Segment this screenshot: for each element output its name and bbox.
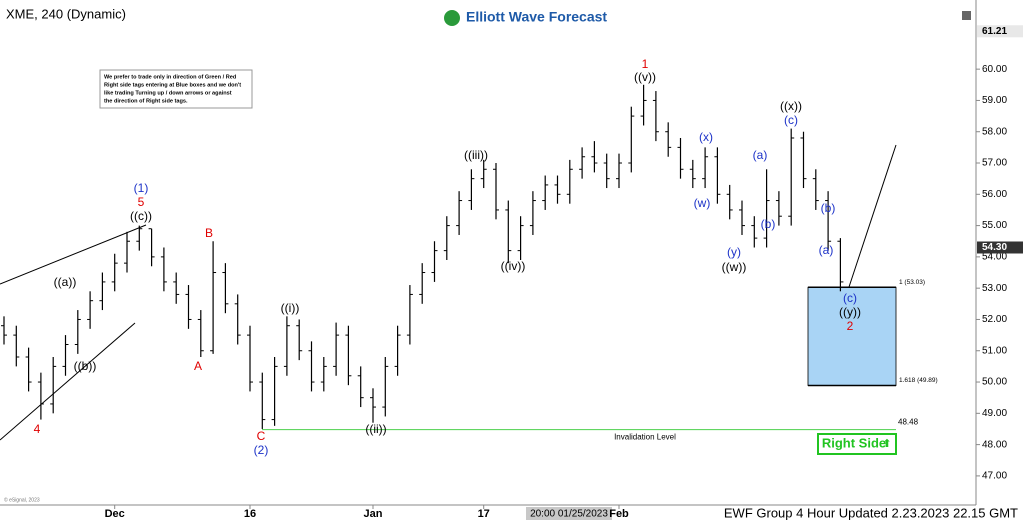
y-tick-label: 50.00 [982, 377, 1007, 388]
wave-label: (x) [699, 130, 713, 144]
wave-label: ((w)) [722, 260, 747, 274]
wave-label: 1 [642, 57, 649, 71]
target-box [807, 286, 897, 386]
y-tick-label: 60.00 [982, 64, 1007, 75]
projection-line [847, 144, 897, 291]
wave-label: (a) [819, 243, 834, 257]
y-tick-label: 58.00 [982, 126, 1007, 137]
right-side-text: Right Side [822, 435, 886, 450]
y-tick-label: 55.00 [982, 220, 1007, 231]
x-tick-label: Feb [609, 508, 629, 520]
wave-label: ((c)) [130, 209, 152, 223]
wave-label: (y) [727, 245, 741, 259]
right-side-tag [817, 433, 897, 455]
brand: Elliott Wave Forecast [466, 9, 607, 25]
wave-label: ((i)) [281, 301, 300, 315]
wave-label: (a) [753, 148, 768, 162]
chart-title: XME, 240 (Dynamic) [6, 6, 126, 21]
logo-icon [444, 10, 460, 26]
y-tick-label: 54.00 [982, 252, 1007, 263]
note-line: the direction of Right side tags. [104, 98, 188, 104]
y-tick-label: 53.00 [982, 283, 1007, 294]
copyright: © eSignal, 2023 [4, 496, 40, 503]
x-tick-label: Dec [105, 508, 125, 520]
y-tick-label: 57.00 [982, 158, 1007, 169]
last-price-box [977, 241, 1023, 254]
wave-label: ((b)) [74, 359, 97, 373]
box-top-label: 1 (53.03) [899, 279, 925, 286]
wave-label: C [257, 429, 266, 443]
wave-label: (c) [784, 113, 798, 127]
wave-label: (2) [254, 443, 269, 457]
crosshair-box [526, 507, 612, 520]
wedge-lower [0, 322, 136, 441]
wave-label: ((ii)) [365, 422, 386, 436]
note-box [99, 69, 253, 109]
wave-label: ((iv)) [501, 259, 526, 273]
wave-label: 4 [34, 422, 41, 436]
box-bottom-label: 1.618 (49.89) [899, 377, 938, 384]
wave-label: (1) [134, 181, 149, 195]
wave-label: B [205, 226, 213, 240]
y-tick-label: 52.00 [982, 314, 1007, 325]
wave-label: ((v)) [634, 70, 656, 84]
wave-label: (b) [761, 217, 776, 231]
last-price-label: 54.30 [982, 242, 1007, 253]
wave-label: ((a)) [54, 275, 77, 289]
invalidation-value: 48.48 [898, 418, 919, 427]
y-tick-label: 47.00 [982, 471, 1007, 482]
menu-icon [962, 11, 971, 20]
arrow-icon: ⬆ [882, 438, 891, 450]
wave-label: (w) [694, 196, 711, 210]
wave-label: 5 [138, 195, 145, 209]
wave-label: 2 [847, 319, 854, 333]
wave-label: ((iii)) [464, 148, 488, 162]
x-tick-label: Jan [364, 508, 383, 520]
footer: EWF Group 4 Hour Updated 2.23.2023 22.15… [724, 505, 1018, 520]
crosshair-label: 20:00 01/25/2023 [530, 509, 608, 520]
wave-label: ((y)) [839, 305, 861, 319]
y-tick-label: 59.00 [982, 95, 1007, 106]
y-tick-label: 48.00 [982, 439, 1007, 450]
high-price-label: 61.21 [982, 26, 1007, 37]
y-tick-label: 56.00 [982, 189, 1007, 200]
note-line: like trading Turning up / down arrows or… [104, 90, 232, 96]
wave-label: (c) [843, 291, 857, 305]
note-line: Right side tags entering at Blue boxes a… [104, 82, 241, 88]
wave-label: ((x)) [780, 99, 802, 113]
x-tick-label: 17 [478, 508, 490, 520]
note-line: We prefer to trade only in direction of … [104, 74, 237, 80]
invalidation-label: Invalidation Level [614, 433, 676, 442]
wedge-upper [0, 224, 147, 285]
y-tick-label: 49.00 [982, 408, 1007, 419]
wave-label: A [194, 359, 202, 373]
x-tick-label: 16 [244, 508, 256, 520]
wave-label: (b) [821, 201, 836, 215]
high-price-box [977, 25, 1023, 38]
y-tick-label: 51.00 [982, 345, 1007, 356]
